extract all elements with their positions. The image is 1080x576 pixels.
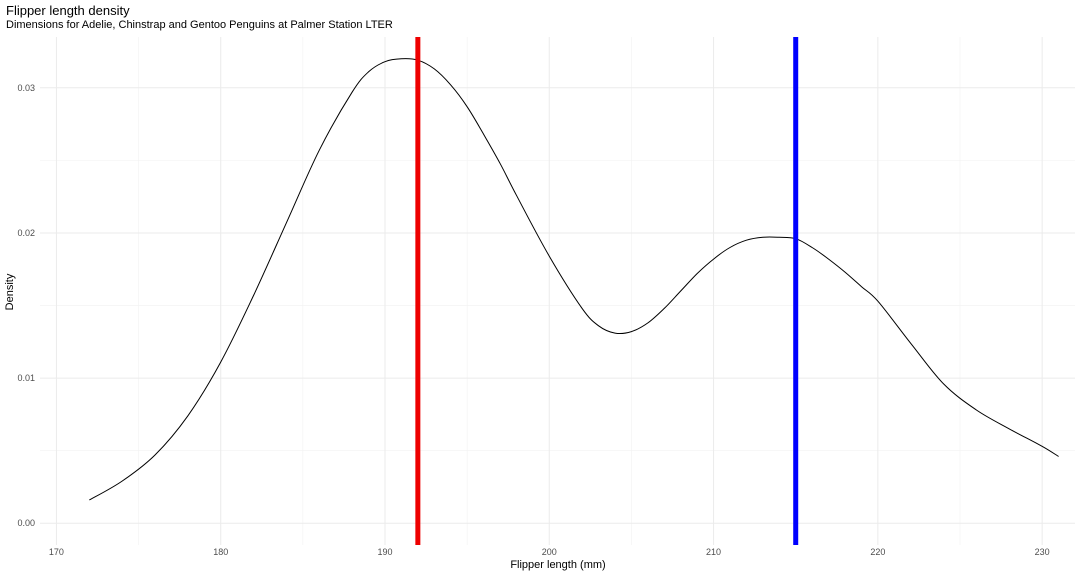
x-tick-label: 230 [1035, 547, 1050, 557]
y-tick-label: 0.02 [17, 228, 35, 238]
y-tick-label: 0.01 [17, 373, 35, 383]
x-tick-label: 200 [542, 547, 557, 557]
y-axis-ticks: 0.00 0.01 0.02 0.03 [17, 83, 35, 528]
grid [40, 37, 1075, 545]
y-tick-label: 0.00 [17, 518, 35, 528]
x-axis-label: Flipper length (mm) [510, 559, 606, 571]
x-tick-label: 190 [377, 547, 392, 557]
x-tick-label: 210 [706, 547, 721, 557]
density-curve [89, 58, 1059, 501]
chart-subtitle: Dimensions for Adelie, Chinstrap and Gen… [6, 19, 393, 31]
x-axis-ticks: 170 180 190 200 210 220 230 [49, 547, 1050, 557]
chart-title: Flipper length density [6, 3, 130, 18]
x-tick-label: 220 [870, 547, 885, 557]
y-tick-label: 0.03 [17, 83, 35, 93]
x-tick-label: 170 [49, 547, 64, 557]
plot-area [89, 37, 1059, 545]
x-tick-label: 180 [213, 547, 228, 557]
